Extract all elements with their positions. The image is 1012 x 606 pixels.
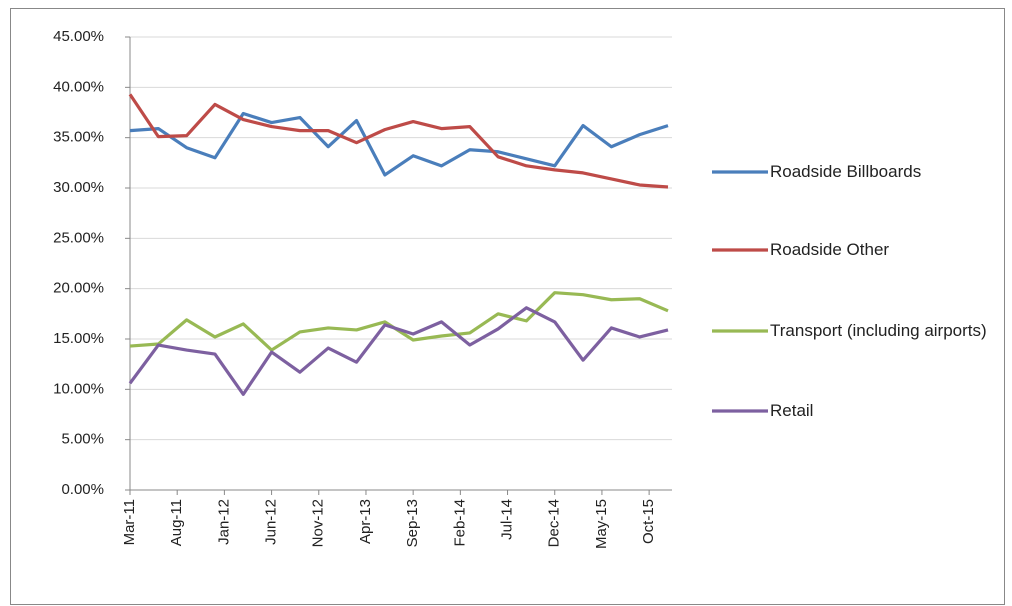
series-line [128,306,669,396]
x-tick-label: Feb-14 [451,499,468,547]
y-tick-label: 40.00% [53,78,104,95]
legend-label: Retail [770,401,814,420]
y-tick-label: 15.00% [53,330,104,347]
y-tick-label: 20.00% [53,280,104,297]
series-line [128,93,669,189]
y-tick-label: 10.00% [53,380,104,397]
x-tick-label: Dec-14 [546,499,563,547]
y-tick-label: 45.00% [53,28,104,45]
y-tick-label: 0.00% [61,481,104,498]
x-tick-label: Apr-13 [357,499,374,544]
legend-label: Transport (including airports) [770,321,987,340]
y-tick-label: 25.00% [53,229,104,246]
y-tick-label: 30.00% [53,179,104,196]
chart-border [10,8,1005,605]
legend-label: Roadside Billboards [770,162,922,181]
legend-label: Roadside Other [770,240,890,259]
x-tick-label: Jun-12 [263,499,280,545]
x-tick-label: Jan-12 [215,499,232,545]
x-tick-label: Mar-11 [121,499,138,545]
x-tick-label: May-15 [593,499,610,549]
x-tick-label: Jul-14 [499,499,516,540]
y-tick-label: 5.00% [61,431,104,448]
x-tick-label: Oct-15 [640,499,657,544]
y-tick-label: 35.00% [53,129,104,146]
x-tick-label: Sep-13 [404,499,421,547]
x-tick-label: Nov-12 [310,499,327,547]
series-line [129,111,669,177]
x-tick-label: Aug-11 [168,499,185,546]
